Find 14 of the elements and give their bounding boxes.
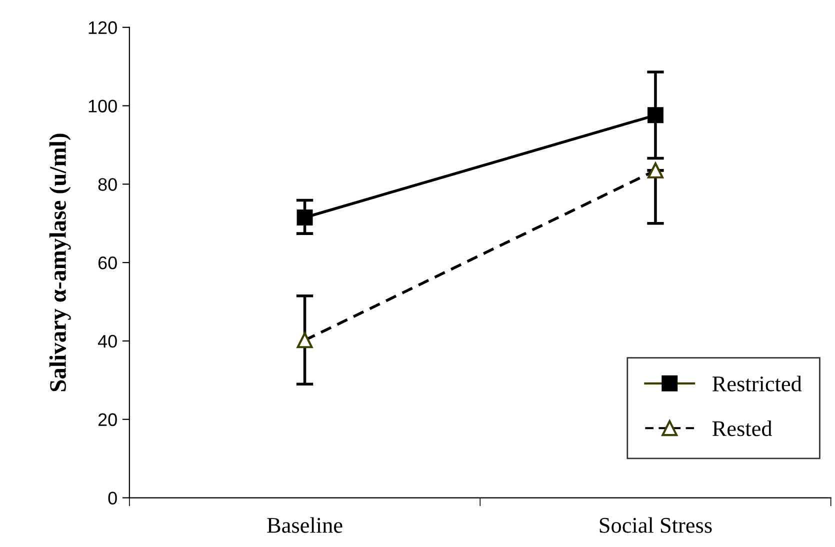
y-tick-label: 60 xyxy=(98,256,117,270)
legend-label: Restricted xyxy=(712,376,802,392)
point xyxy=(647,107,664,124)
legend-label: Rested xyxy=(712,420,772,436)
y-tick-label: 100 xyxy=(88,100,117,112)
y-tick-label: 20 xyxy=(98,413,117,426)
y-tick-label: 120 xyxy=(88,21,117,34)
x-tick-label: Social Stress xyxy=(600,517,712,533)
x-tick-label: Baseline xyxy=(267,517,342,533)
point xyxy=(296,209,313,226)
y-axis-title: Salivary α-amylase (u/ml) xyxy=(49,134,71,392)
y-tick-label: 0 xyxy=(108,492,117,504)
y-tick-label: 80 xyxy=(98,178,117,191)
y-tick-label: 40 xyxy=(98,334,117,348)
